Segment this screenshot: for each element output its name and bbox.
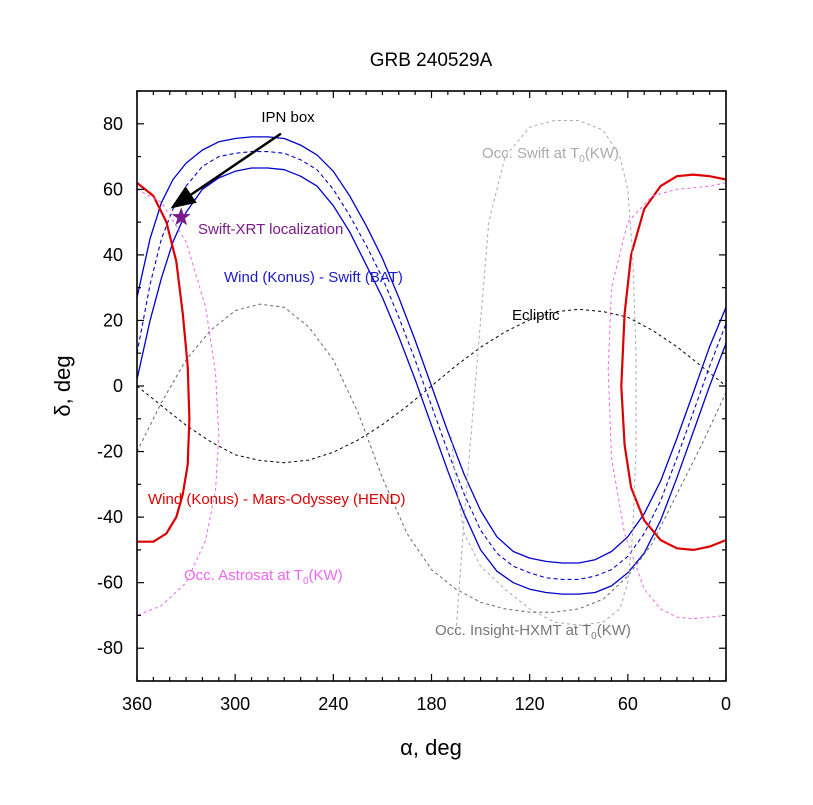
series-wind-swift-lower	[137, 167, 726, 595]
y-tick-label: -20	[97, 442, 123, 462]
x-tick-label: 180	[416, 694, 446, 714]
x-tick-label: 60	[618, 694, 638, 714]
ticks-layer: 360 300 240 180 120 60 0 80 60 40 20 0 -20 -40 -60 -80	[97, 90, 731, 714]
wind-swift-label: Wind (Konus) - Swift (BAT)	[224, 269, 403, 286]
occ-hxmt-label-tail: (KW)	[597, 622, 631, 639]
occ-hxmt-label-main: Occ. Insight-HXMT at T	[435, 622, 591, 639]
series-wind-swift-upper	[137, 136, 726, 564]
series-occ-hxmt	[137, 303, 726, 613]
occ-astrosat-label-main: Occ. Astrosat at T	[184, 567, 303, 584]
occ-astrosat-label-sub: 0	[303, 576, 309, 587]
x-tick-label: 300	[220, 694, 250, 714]
occ-hxmt-label-sub: 0	[591, 631, 597, 642]
x-tick-label: 360	[122, 694, 152, 714]
swift-xrt-label: Swift-XRT localization	[198, 221, 343, 238]
y-tick-label: 20	[103, 310, 123, 330]
ipn-box-arrow	[170, 132, 282, 209]
swift-xrt-star-marker	[171, 207, 191, 226]
y-tick-label: 0	[113, 376, 123, 396]
x-tick-label: 240	[318, 694, 348, 714]
y-tick-label: 80	[103, 114, 123, 134]
ecliptic-label: Ecliptic	[512, 307, 560, 324]
occ-astrosat-label: Occ. Astrosat at T0(KW)	[184, 567, 343, 587]
series-wind-mo-left	[137, 181, 191, 543]
series-ecliptic	[137, 308, 726, 464]
chart-title: GRB 240529A	[370, 50, 493, 71]
series-wind-swift	[137, 151, 726, 580]
y-tick-label: -40	[97, 507, 123, 527]
series-occ-astrosat-left	[137, 188, 220, 616]
series-occ-swift	[450, 120, 637, 632]
x-axis-title: α, deg	[400, 735, 462, 760]
occ-swift-label-main: Occ. Swift at T	[482, 145, 579, 162]
ipn-box-label: IPN box	[261, 109, 315, 126]
wind-mo-label: Wind (Konus) - Mars-Odyssey (HEND)	[148, 491, 406, 508]
y-tick-label: 40	[103, 245, 123, 265]
series-occ-astrosat-right	[607, 182, 726, 620]
series-wind-mo-right	[620, 173, 726, 551]
y-tick-label: 60	[103, 179, 123, 199]
annotation-layer: IPN box Swift-XRT localization Wind (Kon…	[148, 109, 631, 642]
occ-astrosat-label-tail: (KW)	[309, 567, 343, 584]
occ-swift-label-sub: 0	[579, 154, 585, 165]
x-tick-label: 120	[515, 694, 545, 714]
occ-hxmt-label: Occ. Insight-HXMT at T0(KW)	[435, 622, 631, 642]
y-tick-label: -80	[97, 638, 123, 658]
y-axis-title: δ, deg	[50, 355, 75, 416]
y-tick-label: -60	[97, 573, 123, 593]
occ-swift-label: Occ. Swift at T0(KW)	[482, 145, 619, 165]
occ-swift-label-tail: (KW)	[585, 145, 619, 162]
series-layer	[137, 120, 726, 632]
x-tick-label: 0	[721, 694, 731, 714]
